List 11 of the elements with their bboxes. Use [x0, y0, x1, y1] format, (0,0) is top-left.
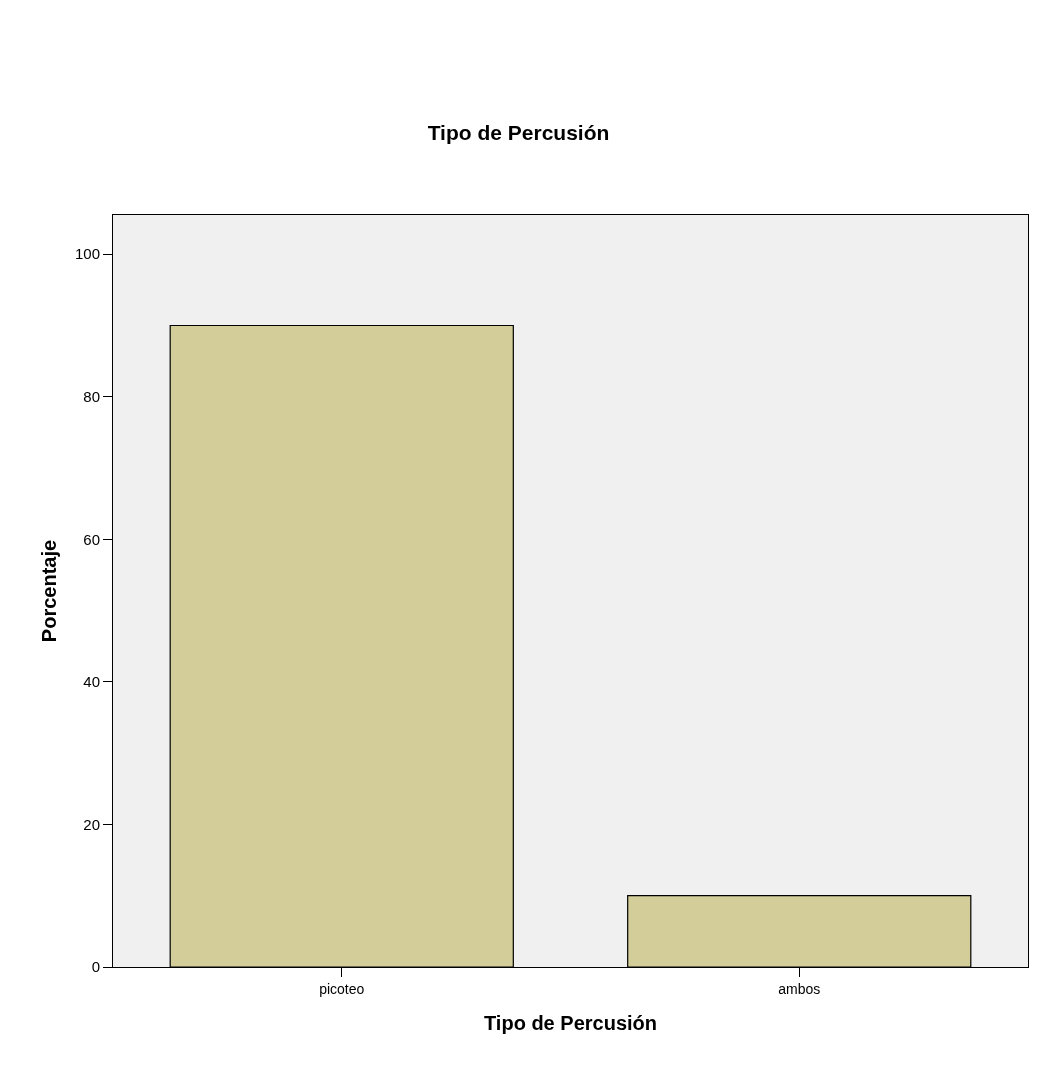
y-tick-label: 60	[83, 530, 100, 548]
y-tick-label: 100	[74, 245, 100, 263]
y-tick-label: 0	[91, 958, 100, 976]
chart-title: Tipo de Percusión	[427, 121, 610, 145]
x-tick-label: picoteo	[319, 980, 365, 997]
y-axis-title: Porcentaje	[38, 539, 61, 643]
x-tick-label: ambos	[778, 980, 821, 997]
y-tick-label: 20	[83, 815, 100, 833]
y-tick-label: 40	[83, 673, 100, 691]
y-tick-label: 80	[83, 388, 100, 406]
x-axis-title: Tipo de Percusión	[484, 1012, 657, 1035]
